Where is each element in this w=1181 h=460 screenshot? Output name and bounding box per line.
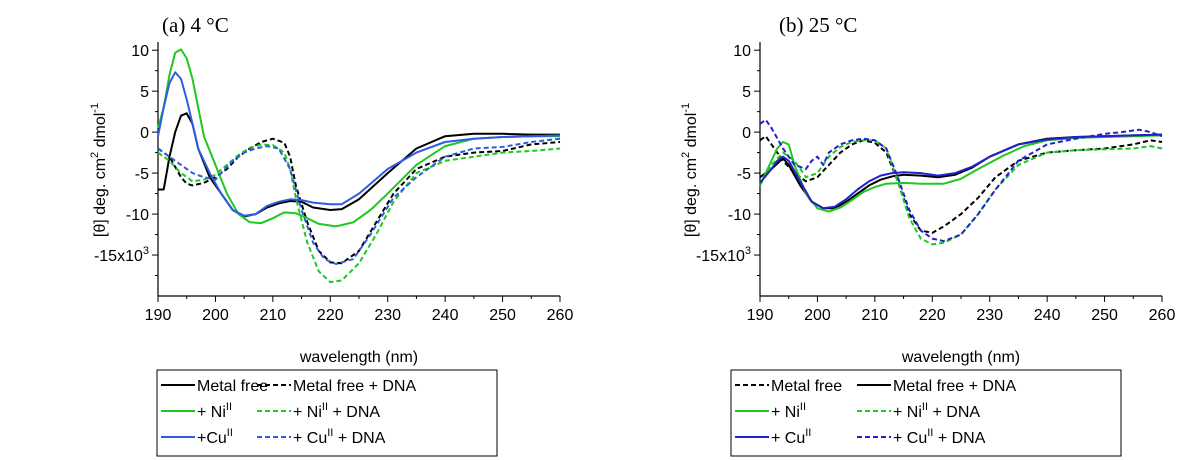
y-tick-label: -10	[126, 207, 149, 224]
legend-entry: + CuII + DNA	[893, 427, 986, 447]
series-line	[759, 118, 1163, 243]
x-tick-label: 250	[1091, 307, 1118, 324]
x-tick-label: 220	[317, 307, 344, 324]
legend-entry: Metal free	[771, 378, 842, 395]
y-tick-label: -10	[728, 207, 751, 224]
panel-label: (a) 4 °C	[162, 13, 229, 37]
x-tick-label: 190	[145, 307, 172, 324]
y-tick-label: 5	[140, 84, 149, 101]
x-tick-label: 240	[1034, 307, 1061, 324]
legend-entry: + NiII + DNA	[293, 401, 380, 421]
y-tick-label: 0	[742, 125, 751, 142]
y-axis-title: [θ] deg. cm2 dmol-1	[89, 103, 109, 237]
x-tick-label: 260	[1149, 307, 1176, 324]
x-tick-label: 230	[976, 307, 1003, 324]
legend-entry: Metal free + DNA	[293, 378, 416, 395]
legend-entry: Metal free	[197, 378, 268, 395]
series-line	[759, 139, 1163, 246]
y-tick-label: -5	[135, 166, 149, 183]
series-line	[759, 135, 1163, 234]
y-tick-label: 5	[742, 84, 751, 101]
x-tick-label: 240	[432, 307, 459, 324]
x-tick-label: 220	[919, 307, 946, 324]
series-line	[759, 134, 1163, 213]
x-tick-label: 210	[862, 307, 889, 324]
legend-entry: + CuII	[771, 427, 811, 447]
series-line	[158, 112, 560, 218]
x-tick-label: 200	[804, 307, 831, 324]
legend-entry: + NiII	[197, 401, 232, 421]
x-axis-title: wavelength (nm)	[901, 349, 1020, 366]
panel-label: (b) 25 °C	[779, 13, 857, 37]
legend-entry: +CuII	[197, 427, 233, 447]
legend-entry: Metal free + DNA	[893, 378, 1016, 395]
x-axis-title: wavelength (nm)	[299, 349, 418, 366]
x-tick-label: 230	[374, 307, 401, 324]
y-tick-label: 10	[131, 43, 149, 60]
y-tick-label: 0	[140, 125, 149, 142]
legend-entry: + NiII	[771, 401, 806, 421]
x-tick-label: 210	[260, 307, 287, 324]
series-line	[759, 133, 1163, 210]
y-tick-label: -15x103	[94, 245, 149, 265]
y-tick-label: -15x103	[696, 245, 751, 265]
x-tick-label: 250	[489, 307, 516, 324]
x-tick-label: 190	[747, 307, 774, 324]
legend-box	[730, 369, 1122, 457]
x-tick-label: 200	[202, 307, 229, 324]
series-line	[157, 143, 561, 284]
legend-entry: + CuII + DNA	[293, 427, 386, 447]
series-line	[157, 137, 561, 265]
y-tick-label: 10	[733, 43, 751, 60]
series-line	[157, 71, 561, 217]
x-tick-label: 260	[547, 307, 574, 324]
y-axis-title: [θ] deg. cm2 dmol-1	[680, 103, 700, 237]
legend-entry: + NiII + DNA	[893, 401, 980, 421]
chart-panel-a: (a) 4 °C 190 200 210 220 230 240 250 260 10 5 0 -5 -1…	[89, 13, 574, 457]
series-line	[157, 48, 560, 228]
series-line	[157, 137, 561, 265]
legend-box	[156, 369, 498, 457]
y-tick-label: -5	[737, 166, 751, 183]
chart-panel-b: (b) 25 °C 190 200 210 220 230 240 250 260 10 5 0 -5 -…	[680, 13, 1176, 457]
